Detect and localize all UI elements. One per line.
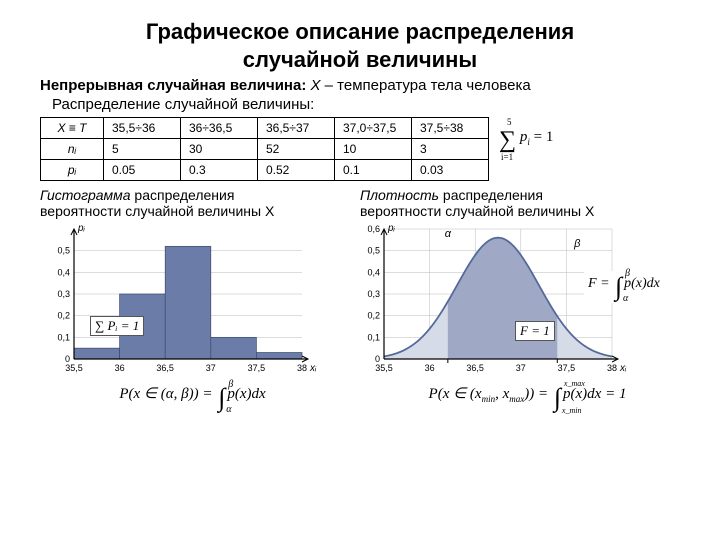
svg-text:xᵢ: xᵢ bbox=[619, 363, 627, 374]
table-area: X ≡ T 35,5÷36 36÷36,5 36,5÷37 37,0÷37,5 … bbox=[40, 117, 680, 181]
subtitle-rest: – температура тела человека bbox=[321, 77, 531, 94]
left-l2: вероятности случайной величины X bbox=[40, 203, 274, 219]
row-label: nᵢ bbox=[41, 139, 104, 160]
sum-upper: 5 bbox=[507, 117, 512, 127]
svg-text:38: 38 bbox=[297, 363, 307, 373]
cell: 0.1 bbox=[335, 160, 412, 181]
svg-text:38: 38 bbox=[607, 363, 617, 373]
page-title: Графическое описание распределения случа… bbox=[40, 18, 680, 73]
chart-labels: Гистограмма распределения вероятности сл… bbox=[40, 187, 680, 219]
cell: 0.05 bbox=[104, 160, 181, 181]
table-row: X ≡ T 35,5÷36 36÷36,5 36,5÷37 37,0÷37,5 … bbox=[41, 118, 489, 139]
cell: 0.3 bbox=[181, 160, 258, 181]
title-l2: случайной величины bbox=[243, 47, 477, 72]
cell: 37,0÷37,5 bbox=[335, 118, 412, 139]
left-em: Гистограмма bbox=[40, 187, 131, 203]
cell: 3 bbox=[412, 139, 489, 160]
left-r1: распределения bbox=[131, 187, 235, 203]
charts: 00,10,20,30,40,535,53636,53737,538xᵢpᵢ ∑… bbox=[40, 221, 680, 381]
histogram-chart: 00,10,20,30,40,535,53636,53737,538xᵢpᵢ ∑… bbox=[40, 221, 320, 381]
left-label: Гистограмма распределения вероятности сл… bbox=[40, 187, 360, 219]
right-l2: вероятности случайной величины X bbox=[360, 203, 594, 219]
sum-lower: i=1 bbox=[501, 152, 513, 162]
right-em: Плотность bbox=[360, 187, 439, 203]
svg-text:36: 36 bbox=[115, 363, 125, 373]
svg-text:0,4: 0,4 bbox=[367, 267, 380, 277]
cell: 36÷36,5 bbox=[181, 118, 258, 139]
svg-text:α: α bbox=[445, 228, 452, 240]
svg-text:35,5: 35,5 bbox=[375, 363, 393, 373]
cell: 0.52 bbox=[258, 160, 335, 181]
subtitle2: Распределение случайной величины: bbox=[52, 96, 680, 113]
svg-text:0,5: 0,5 bbox=[57, 246, 70, 256]
svg-text:xᵢ: xᵢ bbox=[309, 363, 317, 374]
cell: 52 bbox=[258, 139, 335, 160]
cell: 5 bbox=[104, 139, 181, 160]
svg-text:pᵢ: pᵢ bbox=[387, 223, 396, 234]
density-F1: F = 1 bbox=[515, 321, 555, 341]
svg-text:0,3: 0,3 bbox=[57, 289, 70, 299]
svg-text:36,5: 36,5 bbox=[156, 363, 174, 373]
row-label: X ≡ T bbox=[41, 118, 104, 139]
table-row: nᵢ 5 30 52 10 3 bbox=[41, 139, 489, 160]
cell: 10 bbox=[335, 139, 412, 160]
histo-overlay: ∑ Pᵢ = 1 bbox=[90, 316, 144, 336]
svg-text:35,5: 35,5 bbox=[65, 363, 83, 373]
svg-text:37,5: 37,5 bbox=[248, 363, 266, 373]
row-label: pᵢ bbox=[41, 160, 104, 181]
svg-text:36: 36 bbox=[425, 363, 435, 373]
cell: 30 bbox=[181, 139, 258, 160]
svg-text:37: 37 bbox=[206, 363, 216, 373]
svg-text:0,2: 0,2 bbox=[367, 311, 380, 321]
density-Fint: F = ∫βαp(x)dx bbox=[584, 271, 682, 303]
table-row: pᵢ 0.05 0.3 0.52 0.1 0.03 bbox=[41, 160, 489, 181]
svg-text:0,3: 0,3 bbox=[367, 289, 380, 299]
svg-text:0,6: 0,6 bbox=[367, 224, 380, 234]
density-chart: 00,10,20,30,40,50,6αβ35,53636,53737,538x… bbox=[350, 221, 630, 381]
svg-text:pᵢ: pᵢ bbox=[77, 223, 86, 234]
var-x: X bbox=[310, 77, 320, 94]
title-l1: Графическое описание распределения bbox=[146, 19, 574, 44]
subtitle: Непрерывная случайная величина: X – темп… bbox=[40, 77, 680, 94]
right-r1: распределения bbox=[439, 187, 543, 203]
cell: 37,5÷38 bbox=[412, 118, 489, 139]
svg-text:0,1: 0,1 bbox=[367, 332, 380, 342]
sum-equation: 5 ∑ i=1 pi = 1 bbox=[499, 127, 553, 154]
svg-text:36,5: 36,5 bbox=[466, 363, 484, 373]
svg-text:0,1: 0,1 bbox=[57, 332, 70, 342]
cell: 0.03 bbox=[412, 160, 489, 181]
svg-text:37: 37 bbox=[516, 363, 526, 373]
formula-right: P(x ∈ (xmin, xmax)) = ∫x_maxx_minp(x)dx … bbox=[375, 383, 680, 413]
formula-left: P(x ∈ (α, β)) = ∫βαp(x)dx bbox=[40, 383, 345, 413]
distribution-table: X ≡ T 35,5÷36 36÷36,5 36,5÷37 37,0÷37,5 … bbox=[40, 117, 489, 181]
svg-text:37,5: 37,5 bbox=[558, 363, 576, 373]
svg-text:0,5: 0,5 bbox=[367, 246, 380, 256]
cell: 35,5÷36 bbox=[104, 118, 181, 139]
svg-text:0,4: 0,4 bbox=[57, 267, 70, 277]
svg-text:β: β bbox=[573, 238, 581, 250]
right-label: Плотность распределения вероятности случ… bbox=[360, 187, 680, 219]
svg-text:0,2: 0,2 bbox=[57, 311, 70, 321]
sigma-icon: ∑ bbox=[499, 127, 516, 154]
formulas: P(x ∈ (α, β)) = ∫βαp(x)dx P(x ∈ (xmin, x… bbox=[40, 383, 680, 413]
subtitle-bold: Непрерывная случайная величина: bbox=[40, 77, 306, 94]
cell: 36,5÷37 bbox=[258, 118, 335, 139]
